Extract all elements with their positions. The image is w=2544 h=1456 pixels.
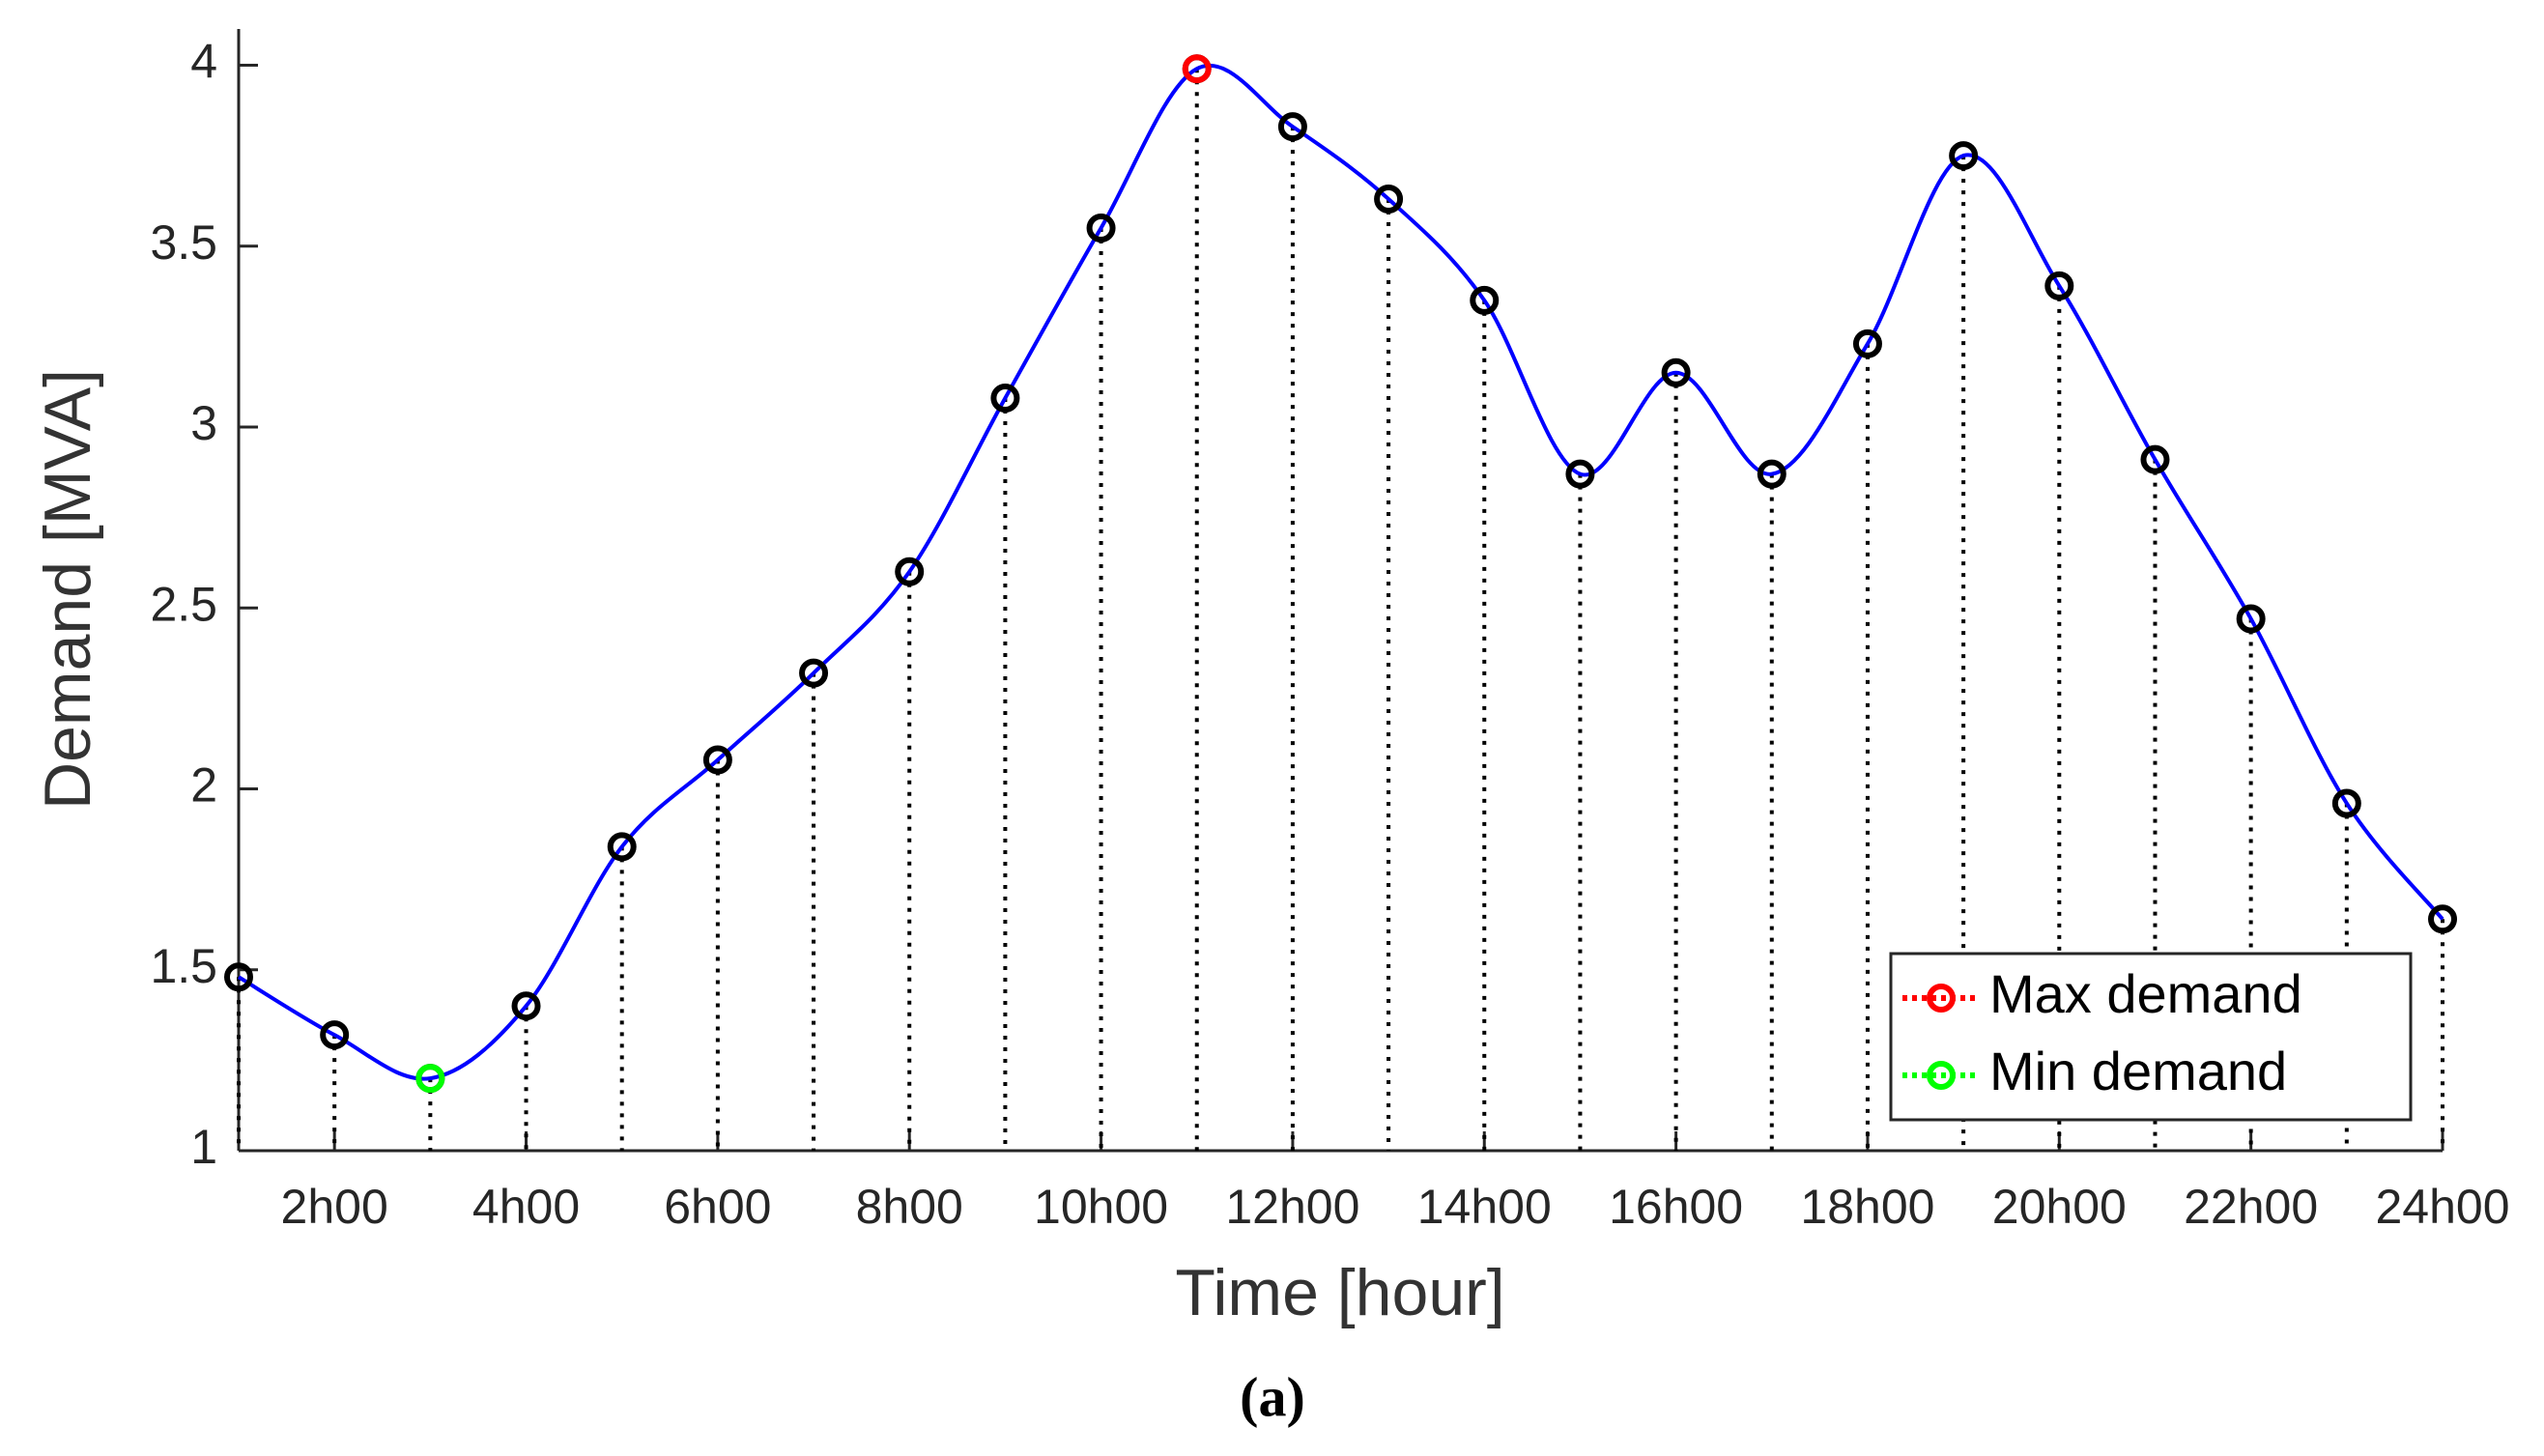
x-axis-label: Time [hour] <box>1175 1256 1504 1329</box>
point-marker <box>2140 444 2170 474</box>
legend-label: Min demand <box>1989 1041 2287 1101</box>
x-tick-label: 14h00 <box>1417 1180 1552 1234</box>
legend-label: Max demand <box>1989 963 2302 1024</box>
point-marker <box>1757 459 1787 489</box>
y-tick-label: 3.5 <box>150 215 217 270</box>
point-marker <box>607 832 637 862</box>
y-axis-label: Demand [MVA] <box>31 369 104 810</box>
point-marker <box>799 658 829 688</box>
point-marker <box>702 745 732 775</box>
point-marker <box>1661 357 1691 387</box>
x-tick-label: 12h00 <box>1225 1180 1359 1234</box>
point-marker <box>2236 604 2266 634</box>
point-marker <box>2428 904 2457 934</box>
legend-marker <box>1927 984 1956 1013</box>
legend-marker <box>1927 1061 1956 1090</box>
point-marker <box>1277 112 1307 142</box>
x-tick-label: 22h00 <box>2184 1180 2318 1234</box>
x-tick-label: 6h00 <box>664 1180 771 1234</box>
point-marker <box>1852 328 1882 358</box>
point-marker <box>320 1020 350 1050</box>
point-marker <box>224 962 253 992</box>
caption: (a) <box>1240 1365 1305 1428</box>
point-marker <box>1565 459 1595 489</box>
legend-box <box>1889 952 2413 1122</box>
point-marker <box>1374 185 1404 214</box>
y-tick-label: 2 <box>190 758 217 813</box>
x-tick-label: 10h00 <box>1034 1180 1168 1234</box>
demand-line <box>237 64 2444 1081</box>
point-marker <box>511 991 541 1021</box>
point-marker <box>1470 285 1500 315</box>
y-tick-label: 4 <box>190 35 217 89</box>
point-marker <box>1949 141 1979 171</box>
point-marker <box>415 1064 445 1094</box>
x-tick-label: 2h00 <box>281 1180 388 1234</box>
point-marker <box>990 384 1020 414</box>
y-tick-label: 3 <box>190 396 217 450</box>
point-marker <box>2044 271 2074 300</box>
y-tick-label: 1 <box>190 1120 217 1174</box>
y-tick-label: 1.5 <box>150 939 217 993</box>
y-tick-label: 2.5 <box>150 577 217 631</box>
x-tick-label: 8h00 <box>856 1180 963 1234</box>
x-tick-label: 16h00 <box>1609 1180 1743 1234</box>
point-marker <box>1086 213 1116 243</box>
point-marker <box>1182 54 1212 84</box>
point-marker <box>2331 788 2361 818</box>
x-tick-label: 24h00 <box>2375 1180 2509 1234</box>
point-marker <box>895 557 925 586</box>
x-tick-label: 18h00 <box>1800 1180 1934 1234</box>
x-tick-label: 4h00 <box>472 1180 580 1234</box>
x-tick-label: 20h00 <box>1992 1180 2127 1234</box>
